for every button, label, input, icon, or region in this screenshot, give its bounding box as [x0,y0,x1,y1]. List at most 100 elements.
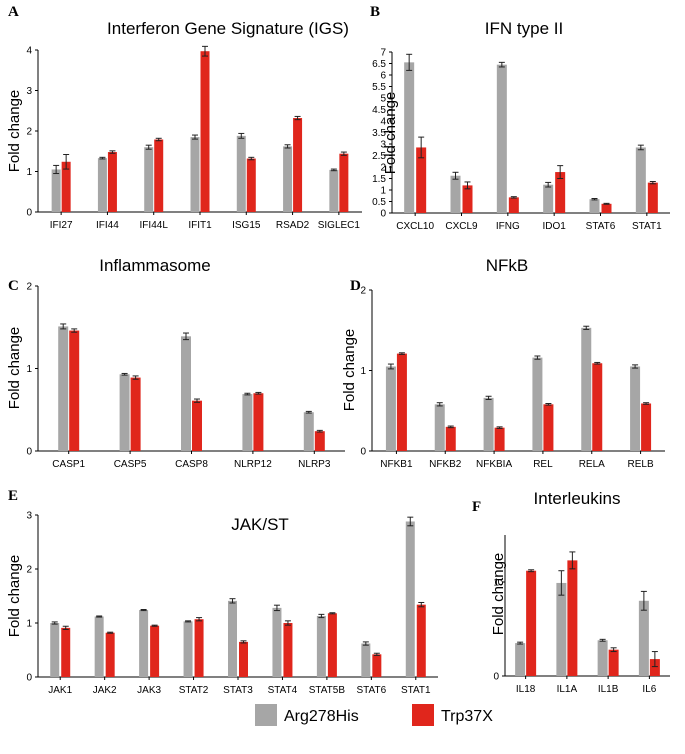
x-tick-label: ISG15 [232,220,261,231]
panel-letter: D [350,278,361,294]
panel-letter: B [370,4,380,20]
y-tick-label: 2 [26,127,32,138]
bar-arg278his-cxcl10 [404,62,415,213]
y-tick-label: 0 [26,673,32,684]
bar-trp37x-nlrp3 [314,431,325,451]
bar-arg278his-nlrp12 [242,394,253,451]
bar-arg278his-stat2 [183,621,193,677]
y-tick-label: 0 [360,447,366,458]
bar-trp37x-ifit1 [200,51,210,213]
y-axis-label: Fold change [6,555,23,638]
x-tick-label: IL6 [642,684,656,695]
bar-arg278his-ifit1 [190,137,200,212]
y-tick-label: 5 [380,94,386,105]
x-tick-label: IL18 [516,684,536,695]
y-tick-label: 0 [380,209,386,220]
x-tick-label: CASP1 [52,459,85,470]
x-tick-label: RELB [628,459,654,470]
bar-trp37x-jak3 [150,625,160,677]
bar-arg278his-il18 [515,643,526,676]
y-tick-label: 2 [26,282,32,293]
panel-e: E JAK/ST Fold change 0 1 2 3 JAK1 JAK2 JAK3 STAT2 S… [6,488,438,696]
y-tick-label: 0 [26,447,32,458]
x-tick-label: NFKB1 [380,459,413,470]
bar-trp37x-stat2 [194,619,204,677]
bar-trp37x-il1b [608,649,619,676]
y-tick-label: 0 [26,208,32,219]
y-tick-label: 1 [493,578,499,589]
bar-trp37x-il6 [649,659,660,676]
y-tick-label: 4 [26,46,32,57]
bar-trp37x-stat6 [372,654,382,677]
x-tick-label: STAT2 [179,685,209,696]
bar-trp37x-casp1 [69,330,80,451]
bar-arg278his-ifng [496,64,507,214]
x-tick-label: RSAD2 [276,220,310,231]
x-tick-label: CASP8 [175,459,208,470]
y-tick-label: 6 [380,71,386,82]
bar-arg278his-siglec1 [329,169,339,212]
bar-trp37x-jak1 [61,627,71,677]
y-tick-label: 1 [360,366,366,377]
x-tick-label: STAT1 [401,685,431,696]
y-tick-label: 3 [26,86,32,97]
y-tick-label: 3 [26,511,32,522]
bar-trp37x-jak2 [105,632,115,677]
bar-trp37x-ido1 [555,172,566,213]
bar-arg278his-isg15 [236,135,246,212]
x-tick-label: STAT1 [632,221,662,232]
bar-trp37x-casp5 [130,377,141,451]
bar-arg278his-jak2 [94,616,104,677]
bar-trp37x-stat5b [327,613,337,677]
x-tick-label: STAT5B [309,685,346,696]
bar-trp37x-ifi44 [107,152,117,212]
x-tick-label: IL1B [598,684,619,695]
bar-arg278his-relb [630,366,641,451]
x-tick-label: JAK2 [93,685,117,696]
bar-arg278his-casp8 [181,336,191,451]
bar-arg278his-nlrp3 [303,412,314,451]
chart-title: Interleukins [534,489,621,508]
y-tick-label: 4.5 [372,105,386,116]
legend-label-trp37x: Trp37X [441,708,493,725]
y-tick-label: 0.5 [372,197,386,208]
panel-letter: C [8,278,19,294]
bar-arg278his-nfkbia [483,397,494,451]
y-tick-label: 3.5 [372,128,386,139]
y-tick-label: 2 [26,565,32,576]
x-tick-label: NFKBIA [476,459,512,470]
bar-trp37x-casp8 [192,400,202,451]
bar-arg278his-ifi44 [97,158,107,212]
y-tick-label: 0 [493,672,499,683]
y-tick-label: 1 [26,619,32,630]
x-tick-label: CASP5 [114,459,147,470]
bar-arg278his-casp1 [58,326,69,451]
bar-arg278his-ifi44l [144,147,154,212]
y-tick-label: 1.5 [372,174,386,185]
x-tick-label: STAT6 [586,221,616,232]
y-tick-label: 2.5 [372,151,386,162]
x-tick-label: NLRP12 [234,459,272,470]
y-tick-label: 6.5 [372,59,386,70]
legend-swatch-trp37x [412,704,434,726]
bar-trp37x-il18 [526,570,537,676]
bar-arg278his-stat1 [405,521,415,677]
y-tick-label: 7 [380,48,386,59]
bar-arg278his-jak3 [139,610,149,677]
legend-swatch-arg278his [255,704,277,726]
bar-arg278his-stat1 [635,147,646,213]
y-tick-label: 1 [26,364,32,375]
x-tick-label: IFI27 [50,220,73,231]
bar-arg278his-rsad2 [283,146,293,212]
bar-trp37x-rela [592,363,603,451]
chart-title: Inflammasome [99,256,210,275]
bar-trp37x-nfkb2 [445,426,456,451]
panel-d: D NFkB Fold change 0 1 2 NFKB1 NFKB2 NFKBIA REL RE… [341,256,665,470]
x-tick-label: IFI44L [140,220,169,231]
x-tick-label: NFKB2 [429,459,462,470]
x-tick-label: SIGLEC1 [318,220,361,231]
x-tick-label: STAT4 [268,685,298,696]
bar-trp37x-siglec1 [339,153,349,212]
